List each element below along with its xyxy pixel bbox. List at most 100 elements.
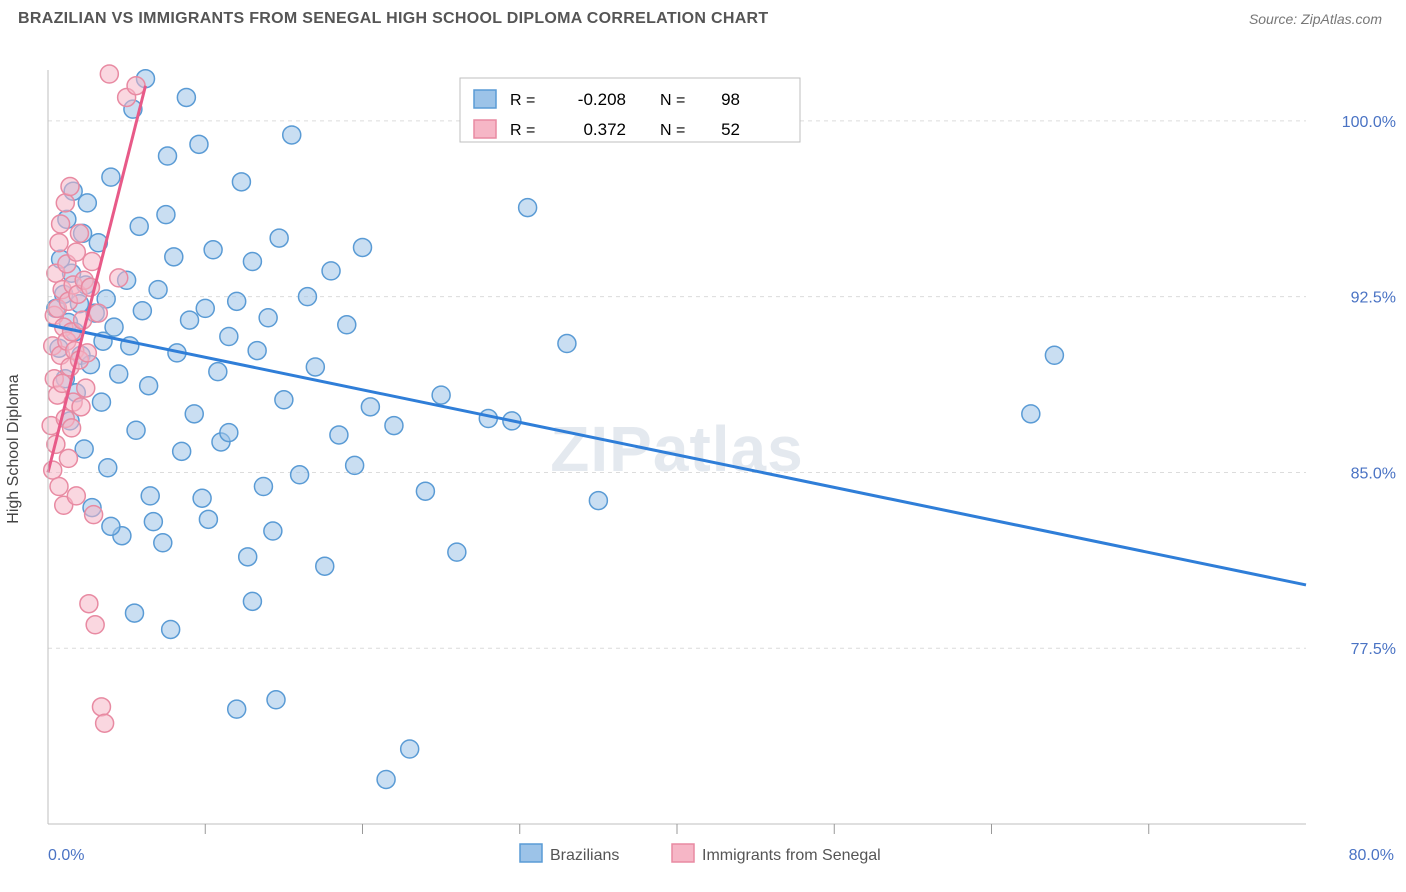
legend-n-value: 98 xyxy=(721,90,740,109)
data-point xyxy=(59,449,77,467)
legend-r-label: R = xyxy=(510,122,535,139)
x-tick-label: 0.0% xyxy=(48,847,84,864)
data-point xyxy=(228,700,246,718)
data-point xyxy=(401,740,419,758)
y-axis-label: High School Diploma xyxy=(5,374,23,523)
data-point xyxy=(72,398,90,416)
data-point xyxy=(162,620,180,638)
legend-swatch xyxy=(474,90,496,108)
legend-r-value: 0.372 xyxy=(583,120,626,139)
legend-label: Brazilians xyxy=(550,847,619,864)
data-point xyxy=(110,269,128,287)
data-point xyxy=(102,517,120,535)
data-point xyxy=(110,365,128,383)
chart-svg: 77.5%85.0%92.5%100.0%ZIPatlas0.0%80.0%R … xyxy=(0,34,1406,884)
data-point xyxy=(354,238,372,256)
data-point xyxy=(448,543,466,561)
data-point xyxy=(232,173,250,191)
data-point xyxy=(239,548,257,566)
legend-n-label: N = xyxy=(660,92,685,109)
data-point xyxy=(173,442,191,460)
data-point xyxy=(50,478,68,496)
legend-swatch xyxy=(520,844,542,862)
data-point xyxy=(159,147,177,165)
chart-title: BRAZILIAN VS IMMIGRANTS FROM SENEGAL HIG… xyxy=(18,10,769,28)
data-point xyxy=(220,328,238,346)
data-point xyxy=(102,168,120,186)
data-point xyxy=(86,616,104,634)
data-point xyxy=(204,241,222,259)
data-point xyxy=(44,461,62,479)
data-point xyxy=(199,510,217,528)
data-point xyxy=(67,487,85,505)
data-point xyxy=(558,335,576,353)
data-point xyxy=(185,405,203,423)
data-point xyxy=(96,714,114,732)
data-point xyxy=(85,506,103,524)
legend-label: Immigrants from Senegal xyxy=(702,847,881,864)
data-point xyxy=(181,311,199,329)
data-point xyxy=(105,318,123,336)
y-tick-label: 100.0% xyxy=(1342,114,1396,131)
data-point xyxy=(1022,405,1040,423)
data-point xyxy=(92,698,110,716)
data-point xyxy=(100,65,118,83)
data-point xyxy=(330,426,348,444)
data-point xyxy=(50,234,68,252)
data-point xyxy=(141,487,159,505)
data-point xyxy=(193,489,211,507)
data-point xyxy=(133,302,151,320)
data-point xyxy=(346,456,364,474)
data-point xyxy=(78,194,96,212)
data-point xyxy=(80,595,98,613)
data-point xyxy=(165,248,183,266)
data-point xyxy=(254,478,272,496)
data-point xyxy=(270,229,288,247)
title-bar: BRAZILIAN VS IMMIGRANTS FROM SENEGAL HIG… xyxy=(0,0,1406,34)
data-point xyxy=(63,419,81,437)
legend-swatch xyxy=(672,844,694,862)
data-point xyxy=(275,391,293,409)
legend-swatch xyxy=(474,120,496,138)
data-point xyxy=(267,691,285,709)
data-point xyxy=(99,459,117,477)
data-point xyxy=(190,135,208,153)
data-point xyxy=(243,253,261,271)
data-point xyxy=(316,557,334,575)
data-point xyxy=(144,513,162,531)
data-point xyxy=(291,466,309,484)
data-point xyxy=(283,126,301,144)
data-point xyxy=(149,281,167,299)
legend-r-label: R = xyxy=(510,92,535,109)
data-point xyxy=(259,309,277,327)
trend-line xyxy=(48,325,1306,585)
data-point xyxy=(243,592,261,610)
data-point xyxy=(75,440,93,458)
data-point xyxy=(338,316,356,334)
data-point xyxy=(61,178,79,196)
y-tick-label: 85.0% xyxy=(1351,465,1396,482)
data-point xyxy=(322,262,340,280)
data-point xyxy=(70,224,88,242)
data-point xyxy=(67,243,85,261)
data-point xyxy=(196,299,214,317)
data-point xyxy=(361,398,379,416)
data-point xyxy=(52,215,70,233)
data-point xyxy=(432,386,450,404)
data-point xyxy=(157,206,175,224)
data-point xyxy=(306,358,324,376)
data-point xyxy=(220,424,238,442)
data-point xyxy=(264,522,282,540)
data-point xyxy=(56,194,74,212)
data-point xyxy=(127,421,145,439)
y-tick-label: 92.5% xyxy=(1351,290,1396,307)
data-point xyxy=(140,377,158,395)
legend-n-label: N = xyxy=(660,122,685,139)
data-point xyxy=(589,492,607,510)
data-point xyxy=(1045,346,1063,364)
source-label: Source: ZipAtlas.com xyxy=(1249,11,1382,27)
data-point xyxy=(248,342,266,360)
data-point xyxy=(177,88,195,106)
data-point xyxy=(154,534,172,552)
data-point xyxy=(416,482,434,500)
